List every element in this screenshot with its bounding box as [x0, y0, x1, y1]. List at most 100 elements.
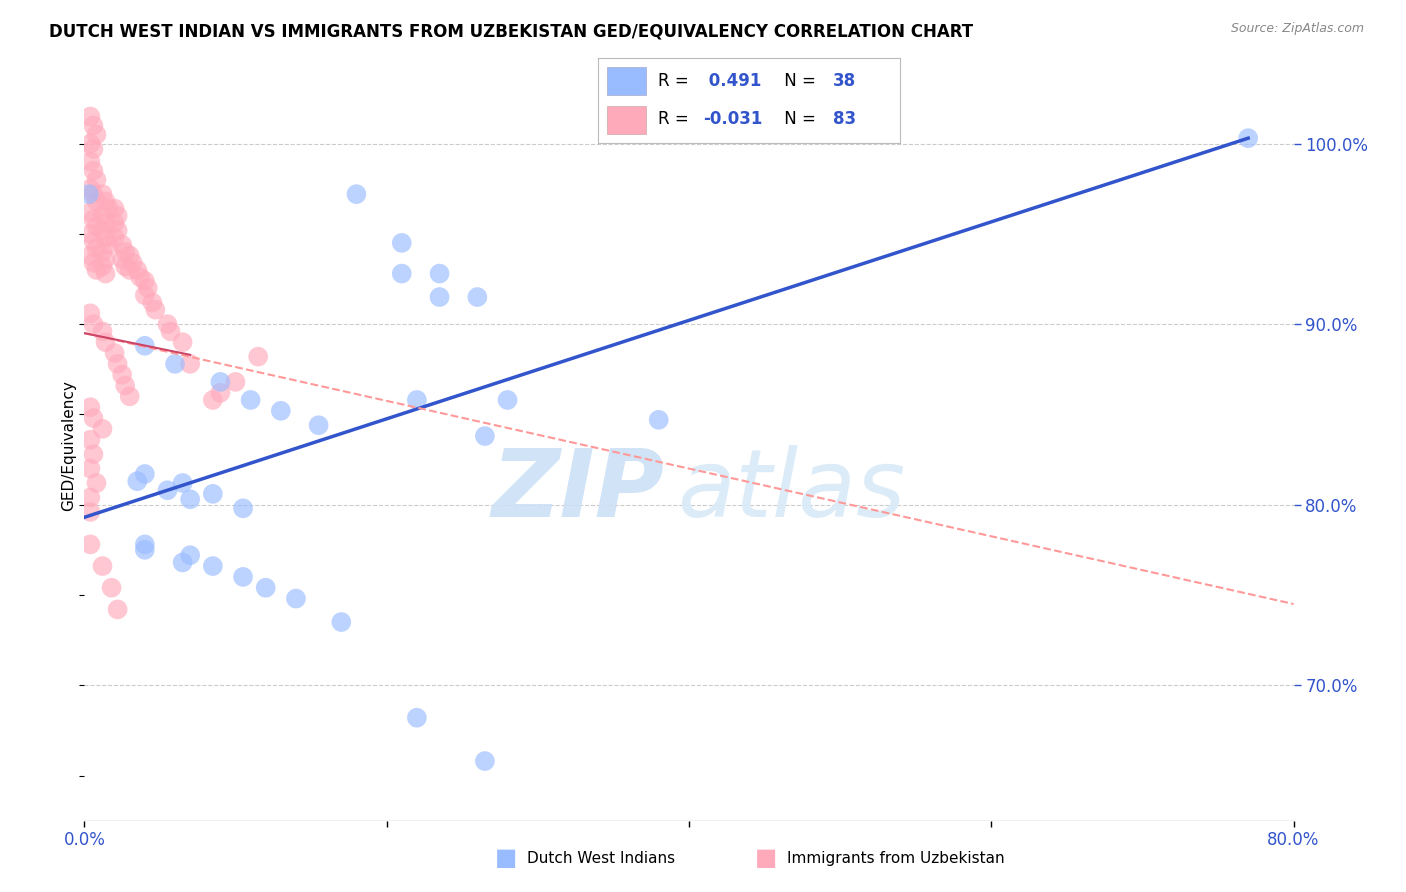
Point [86, 128, 108, 142]
Point [201, 559, 224, 574]
Point [134, 274, 156, 288]
Point [429, 290, 451, 304]
Point [114, 260, 136, 274]
Point [77, 187, 100, 202]
Point [406, 711, 429, 725]
Point [94, 216, 117, 230]
Point [156, 317, 179, 331]
Point [118, 248, 141, 262]
Point [346, 187, 368, 202]
Point [79, 182, 101, 196]
Point [209, 375, 232, 389]
Text: Immigrants from Uzbekistan: Immigrants from Uzbekistan [787, 851, 1005, 865]
Point [97, 237, 120, 252]
Bar [606, 67, 645, 95]
Point [159, 324, 181, 338]
Point [86, 219, 108, 234]
Point [104, 346, 127, 360]
Point [391, 235, 413, 250]
Point [91, 422, 114, 436]
Point [172, 335, 194, 350]
Text: R =: R = [658, 72, 695, 90]
Point [308, 418, 330, 433]
Point [201, 487, 224, 501]
Point [86, 475, 108, 490]
Point [172, 556, 194, 570]
Y-axis label: GED/Equivalency: GED/Equivalency [60, 381, 76, 511]
Point [94, 230, 117, 244]
Point [134, 537, 156, 551]
Point [94, 194, 117, 209]
Point [91, 260, 114, 274]
Point [94, 267, 117, 281]
Point [86, 241, 108, 255]
Point [79, 433, 101, 447]
Point [141, 295, 163, 310]
Point [111, 252, 134, 267]
Point [467, 290, 489, 304]
Point [82, 411, 104, 425]
Point [118, 263, 141, 277]
Point [114, 244, 136, 259]
Point [270, 404, 292, 418]
Text: Dutch West Indians: Dutch West Indians [527, 851, 675, 865]
Point [172, 475, 194, 490]
Point [129, 270, 152, 285]
Point [86, 194, 108, 209]
Point [82, 447, 104, 461]
Point [107, 602, 129, 616]
Point [107, 209, 129, 223]
Point [82, 234, 104, 248]
Point [82, 119, 104, 133]
Point [97, 202, 120, 216]
Point [247, 350, 270, 364]
Point [82, 317, 104, 331]
Text: N =: N = [779, 72, 821, 90]
Point [165, 357, 187, 371]
Point [429, 267, 451, 281]
Text: ZIP: ZIP [492, 445, 665, 537]
Text: R =: R = [658, 111, 695, 128]
Point [79, 537, 101, 551]
Point [91, 223, 114, 237]
Point [91, 187, 114, 202]
Text: ■: ■ [755, 847, 778, 870]
Text: 38: 38 [834, 72, 856, 90]
Point [79, 205, 101, 219]
Point [104, 216, 127, 230]
Point [94, 335, 117, 350]
Point [134, 542, 156, 557]
Point [79, 461, 101, 475]
Point [127, 474, 149, 488]
Point [82, 212, 104, 227]
Text: N =: N = [779, 111, 821, 128]
Point [114, 378, 136, 392]
Bar [606, 106, 645, 134]
Point [82, 187, 104, 202]
Point [145, 302, 167, 317]
Point [94, 252, 117, 267]
Point [179, 357, 201, 371]
Point [91, 209, 114, 223]
Text: Source: ZipAtlas.com: Source: ZipAtlas.com [1230, 22, 1364, 36]
Point [391, 267, 413, 281]
Point [79, 110, 101, 124]
Text: 0.491: 0.491 [703, 72, 762, 90]
Point [86, 263, 108, 277]
Point [1237, 131, 1260, 145]
Point [107, 223, 129, 237]
Point [648, 413, 671, 427]
Point [91, 244, 114, 259]
Point [79, 400, 101, 414]
Point [82, 142, 104, 156]
Point [232, 501, 254, 516]
Point [121, 256, 143, 270]
Point [179, 548, 201, 562]
Point [254, 581, 277, 595]
Point [406, 392, 429, 407]
Text: -0.031: -0.031 [703, 111, 762, 128]
Point [474, 429, 496, 443]
Point [232, 570, 254, 584]
Text: DUTCH WEST INDIAN VS IMMIGRANTS FROM UZBEKISTAN GED/EQUIVALENCY CORRELATION CHAR: DUTCH WEST INDIAN VS IMMIGRANTS FROM UZB… [49, 22, 973, 40]
Point [225, 375, 247, 389]
